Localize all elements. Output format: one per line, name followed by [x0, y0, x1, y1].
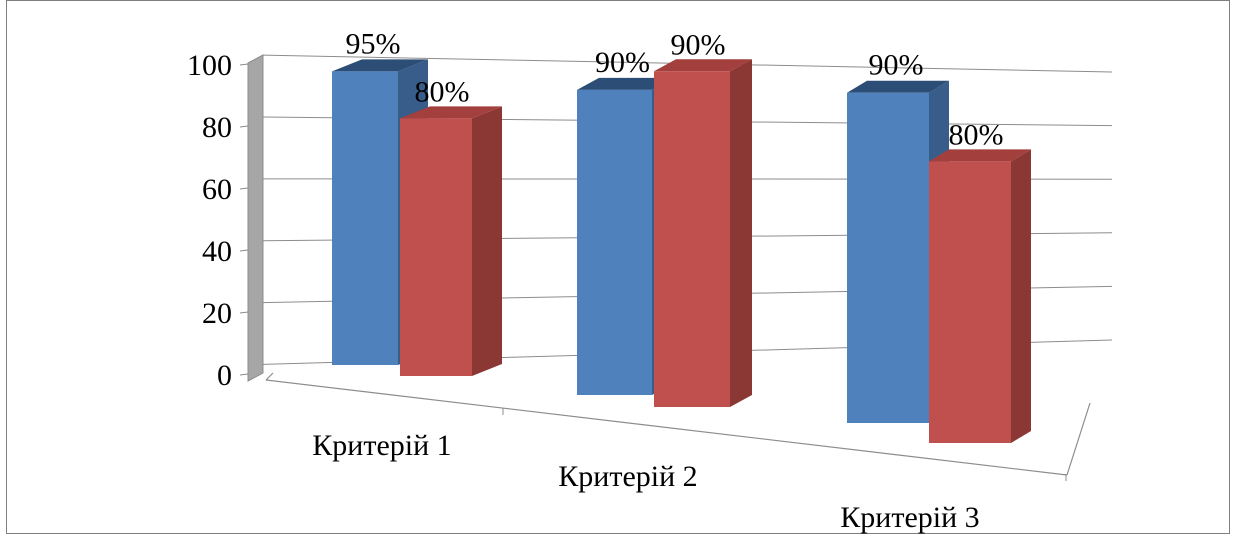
- bar: [332, 71, 398, 366]
- floor-left-edge: [265, 372, 274, 381]
- y-tick-label: 80: [202, 111, 232, 144]
- bar-side: [730, 59, 752, 408]
- bar-top: [332, 59, 428, 72]
- y-tick-label: 40: [202, 235, 232, 268]
- y-tick: [239, 311, 249, 314]
- data-label: 90%: [595, 46, 650, 79]
- floor-right-edge: [1066, 402, 1091, 476]
- bar-side: [472, 106, 502, 377]
- category-label: Критерій 1: [312, 429, 451, 462]
- side-wall: [247, 54, 264, 382]
- y-tick: [239, 187, 249, 190]
- data-labels: 95% 80% 90% 90% 90% 80%: [346, 27, 1004, 151]
- bar-side: [1011, 149, 1031, 443]
- category-labels: Критерій 1 Критерій 2 Критерій 3: [312, 429, 979, 534]
- y-tick-label: 60: [202, 173, 232, 206]
- data-label: 80%: [949, 118, 1004, 151]
- category-label: Критерій 3: [840, 501, 979, 534]
- bar-top: [654, 59, 752, 72]
- bar-top: [400, 106, 502, 119]
- axes: [239, 63, 1091, 481]
- y-tick-label: 100: [187, 49, 232, 82]
- y-tick: [239, 373, 249, 376]
- bar: [577, 89, 652, 396]
- data-label: 80%: [415, 75, 470, 108]
- data-label: 90%: [671, 28, 726, 61]
- bar-top: [577, 77, 674, 90]
- y-tick: [239, 125, 249, 128]
- category-label: Критерій 2: [558, 460, 697, 493]
- data-label: 95%: [346, 27, 401, 60]
- bars: [332, 59, 1031, 443]
- y-axis-tick-labels: 0 20 40 60 80 100: [187, 49, 232, 392]
- x-axis-front: [265, 379, 1068, 476]
- bar-top: [929, 149, 1031, 162]
- bar-top: [847, 80, 949, 93]
- bar: [929, 161, 1011, 443]
- y-tick-label: 0: [217, 359, 232, 392]
- y-tick: [239, 249, 249, 252]
- y-tick: [239, 63, 249, 66]
- bar: [654, 71, 730, 408]
- bar: [847, 92, 929, 423]
- bar: [400, 118, 472, 377]
- y-tick-label: 20: [202, 297, 232, 330]
- data-label: 90%: [869, 49, 924, 82]
- back-wall: [247, 54, 264, 382]
